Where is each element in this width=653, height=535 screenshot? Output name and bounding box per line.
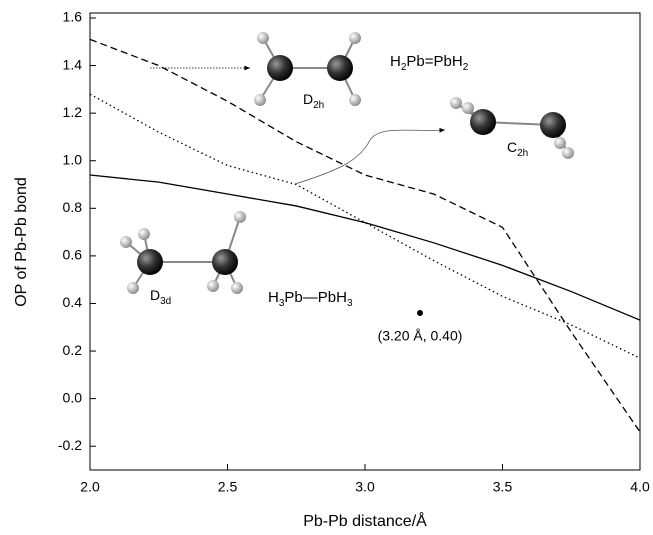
data-point — [417, 309, 423, 316]
annotation-text: H — [268, 289, 279, 306]
subscript: 2h — [313, 100, 324, 111]
subscript: 3d — [160, 296, 171, 307]
annotation-text: D — [303, 91, 313, 107]
annotation-text: Pb=PbH — [406, 53, 462, 70]
x-tick-label: 3.5 — [493, 479, 513, 495]
series-line — [89, 174, 641, 321]
subscript: 2h — [517, 148, 528, 159]
series-line — [89, 38, 641, 433]
y-tick-label: 0.0 — [63, 389, 83, 405]
annotation-text: C — [507, 139, 517, 155]
subscript: 3 — [279, 298, 285, 309]
y-axis-label: OP of Pb-Pb bond — [13, 177, 30, 307]
y-tick-label: 0.4 — [63, 294, 83, 310]
x-tick-label: 2.5 — [218, 479, 238, 495]
annotation: D3d — [150, 287, 171, 307]
annotation-text: H — [390, 53, 401, 70]
annotation: C2h — [507, 139, 528, 159]
y-tick-label: 1.4 — [63, 56, 83, 72]
annotation: D2h — [303, 91, 324, 111]
subscript: 2 — [463, 62, 469, 73]
y-tick-label: 0.2 — [63, 342, 83, 358]
x-axis-label: Pb-Pb distance/Å — [303, 511, 427, 530]
annotation-text: D — [150, 287, 160, 303]
series-line — [89, 93, 641, 359]
x-tick-label: 4.0 — [630, 479, 650, 495]
annotation-text: Pb—PbH — [284, 289, 347, 306]
annotation: H3Pb—PbH3 — [268, 289, 353, 309]
y-tick-label: 1.0 — [63, 151, 83, 167]
molecules — [120, 32, 574, 294]
y-tick-label: 1.6 — [63, 9, 83, 25]
x-tick-label: 2.0 — [80, 479, 100, 495]
y-tick-label: 1.2 — [63, 104, 83, 120]
x-tick-label: 3.0 — [355, 479, 375, 495]
y-tick-label: 0.8 — [63, 199, 83, 215]
plot-frame — [89, 12, 641, 471]
y-tick-label: 0.6 — [63, 247, 83, 263]
annotation: H2Pb=PbH2 — [390, 53, 469, 73]
y-tick-label: -0.2 — [58, 437, 82, 453]
point-label: (3.20 Å, 0.40) — [378, 328, 463, 344]
subscript: 2 — [401, 62, 407, 73]
subscript: 3 — [347, 298, 353, 309]
